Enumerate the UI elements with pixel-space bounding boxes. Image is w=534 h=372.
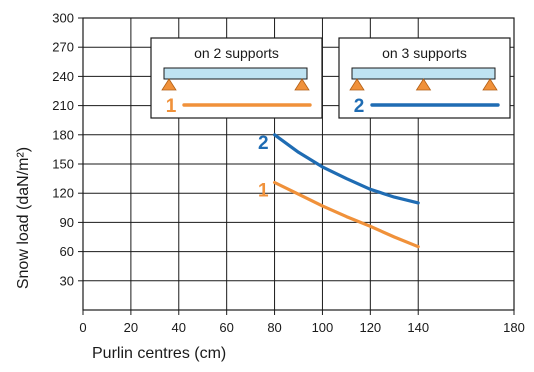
- x-tick-label: 60: [219, 320, 233, 335]
- y-axis-label: Snow load (daN/m²): [15, 147, 32, 289]
- beam-icon: [351, 67, 496, 80]
- x-tick-label: 0: [79, 320, 86, 335]
- series-lines: [273, 133, 420, 249]
- x-tick-label: 80: [267, 320, 281, 335]
- series-labels: 12: [258, 133, 269, 202]
- y-tick-label: 240: [52, 69, 74, 84]
- legend-key: 2: [354, 96, 365, 117]
- support-triangle-icon: [482, 78, 498, 91]
- legend-title: on 3 supports: [382, 45, 467, 61]
- legend-box-1: on 2 supports 1: [150, 37, 323, 119]
- legend-title: on 2 supports: [194, 45, 279, 61]
- y-tick-label: 150: [52, 157, 74, 172]
- x-axis-ticks: 0 20 40 60 80 100 120 140 180: [79, 310, 525, 335]
- y-tick-label: 60: [60, 244, 74, 259]
- series-line-2: [273, 133, 420, 205]
- series-label-2: 2: [258, 133, 269, 154]
- support-triangle-icon: [349, 78, 365, 91]
- x-tick-label: 180: [503, 320, 525, 335]
- x-tick-label: 140: [407, 320, 429, 335]
- legend-key: 1: [166, 96, 177, 117]
- y-tick-label: 30: [60, 273, 74, 288]
- x-axis-label: Purlin centres (cm): [92, 345, 226, 362]
- x-tick-label: 40: [172, 320, 186, 335]
- support-triangle-icon: [415, 78, 432, 91]
- support-triangle-icon: [294, 78, 310, 91]
- y-tick-label: 90: [60, 215, 74, 230]
- y-tick-label: 180: [52, 127, 74, 142]
- y-tick-label: 270: [52, 40, 74, 55]
- series-label-1: 1: [258, 180, 269, 201]
- y-tick-label: 120: [52, 186, 74, 201]
- support-triangle-icon: [161, 78, 177, 91]
- y-tick-label: 300: [52, 11, 74, 26]
- legend: on 2 supports 1 on 3 supports 2: [150, 37, 511, 119]
- series-line-1: [273, 180, 420, 249]
- y-tick-label: 210: [52, 98, 74, 113]
- x-tick-label: 20: [124, 320, 138, 335]
- x-tick-label: 100: [312, 320, 334, 335]
- x-tick-label: 120: [359, 320, 381, 335]
- y-axis-ticks: 30 60 90 120 150 180 210 240 270 300: [52, 11, 83, 288]
- legend-box-2: on 3 supports 2: [338, 37, 511, 119]
- beam-icon: [163, 67, 308, 80]
